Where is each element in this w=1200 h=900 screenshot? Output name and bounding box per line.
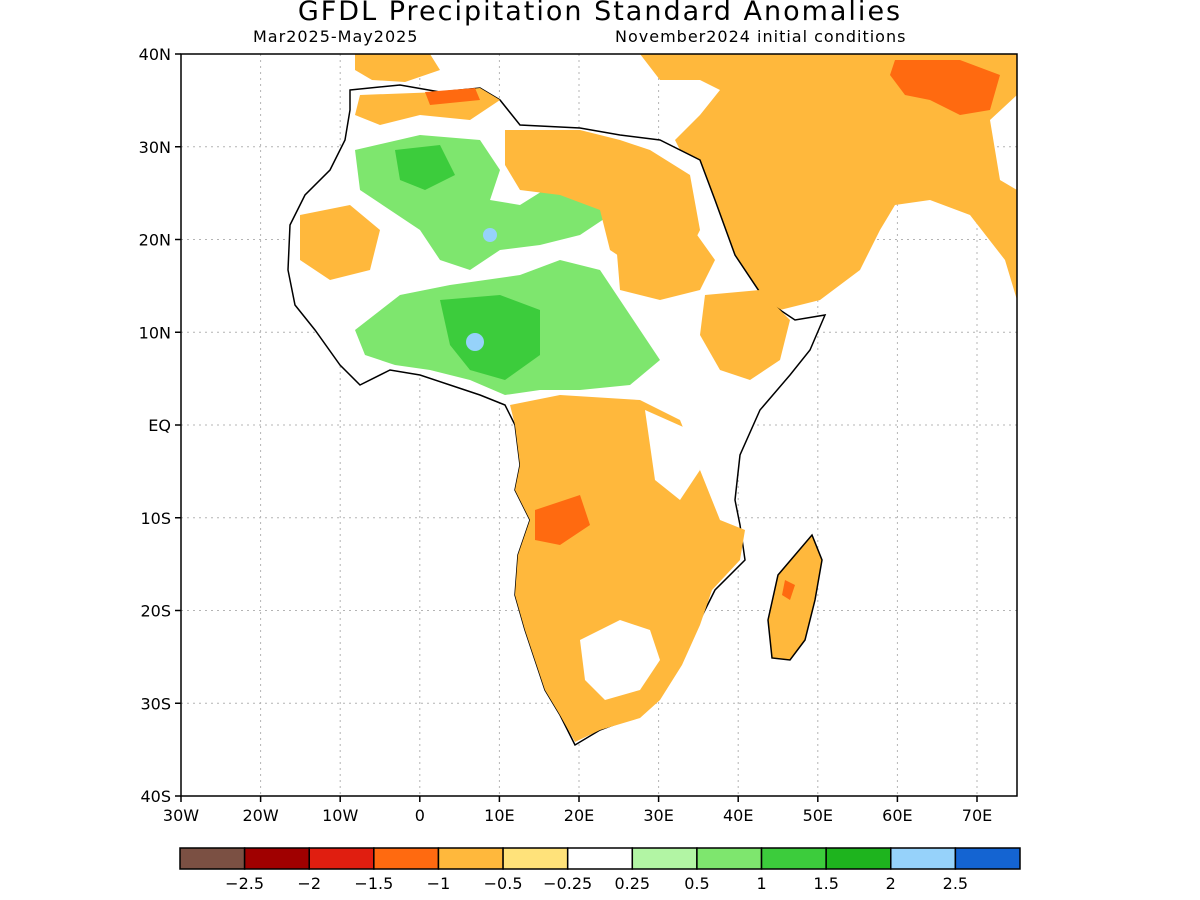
x-tick-label: 10W	[322, 806, 358, 825]
color-bar-label: 0.5	[684, 874, 709, 893]
period-label: Mar2025-May2025	[253, 27, 419, 46]
europe-shading	[355, 54, 440, 82]
color-bar-labels: −2.5 −2 −1.5 −1 −0.5 −0.25 0.25 0.5 1 1.5 2 2.5	[225, 874, 968, 893]
color-bar-swatch	[437, 847, 504, 870]
y-tick-label: 40N	[139, 45, 171, 64]
color-bar-label: −2.5	[225, 874, 264, 893]
maghreb-strong-dry	[425, 88, 480, 105]
color-bar-label: −2	[297, 874, 321, 893]
x-tick-label: 20W	[243, 806, 279, 825]
y-tick-label: 30N	[139, 138, 171, 157]
nigeria-strong-wet	[440, 295, 540, 380]
color-bar-swatch	[502, 847, 569, 870]
color-bar-label: −1	[427, 874, 451, 893]
x-tick-label: 10E	[484, 806, 514, 825]
middle-east-shading	[640, 54, 1017, 310]
madagascar-strong-dry	[782, 580, 795, 600]
y-tick-label: 10N	[139, 323, 171, 342]
color-bar-label: 1	[756, 874, 766, 893]
y-axis-ticks: 40N 30N 20N 10N EQ 10S 20S 30S 40S	[139, 45, 181, 806]
color-bar-swatch	[179, 847, 246, 870]
x-tick-label: 30W	[163, 806, 199, 825]
south-neutral-1	[580, 620, 660, 700]
color-bar-swatch	[243, 847, 310, 870]
x-tick-label: 40E	[723, 806, 753, 825]
color-bar-swatch	[696, 847, 763, 870]
east-africa-dry	[700, 290, 790, 380]
x-tick-label: 60E	[882, 806, 912, 825]
color-bar-label: 0.25	[614, 874, 650, 893]
sahara-very-wet	[483, 228, 497, 242]
color-bar-swatch	[631, 847, 698, 870]
y-tick-label: 20N	[139, 231, 171, 250]
color-bar-label: 2.5	[943, 874, 968, 893]
color-bar-swatch	[373, 847, 440, 870]
map-title: GFDL Precipitation Standard Anomalies	[297, 0, 903, 27]
init-label: November2024 initial conditions	[615, 27, 907, 46]
color-bar-label: −0.25	[543, 874, 592, 893]
color-bar-label: −1.5	[354, 874, 393, 893]
color-bar-swatch	[890, 847, 957, 870]
color-bar-label: −0.5	[484, 874, 523, 893]
x-tick-label: 30E	[643, 806, 673, 825]
color-bar-swatch	[760, 847, 827, 870]
y-tick-label: 20S	[140, 602, 171, 621]
angola-strong-dry	[535, 495, 590, 545]
nigeria-very-wet	[466, 333, 484, 351]
x-tick-label: 70E	[962, 806, 992, 825]
color-bar	[179, 847, 1021, 870]
sahara-strong-wet	[395, 145, 455, 190]
y-tick-label: 10S	[140, 509, 171, 528]
y-tick-label: 30S	[140, 694, 171, 713]
x-tick-label: 0	[415, 806, 425, 825]
y-tick-label: EQ	[148, 416, 171, 435]
color-bar-label: 2	[886, 874, 896, 893]
color-bar-swatch	[825, 847, 892, 870]
x-tick-label: 20E	[564, 806, 594, 825]
south-neutral-2	[645, 410, 700, 500]
sudan-dry	[615, 225, 715, 300]
x-tick-label: 50E	[803, 806, 833, 825]
color-bar-label: 1.5	[813, 874, 838, 893]
color-bar-swatch	[308, 847, 375, 870]
x-axis-ticks: 30W 20W 10W 0 10E 20E 30E 40E 50E 60E 70E	[163, 796, 992, 825]
iran-dark-shading	[890, 60, 1000, 115]
color-bar-swatch	[566, 847, 634, 870]
west-sahara-dry	[300, 205, 380, 280]
y-tick-label: 40S	[140, 787, 171, 806]
madagascar	[767, 533, 823, 661]
color-bar-swatch	[954, 847, 1021, 870]
